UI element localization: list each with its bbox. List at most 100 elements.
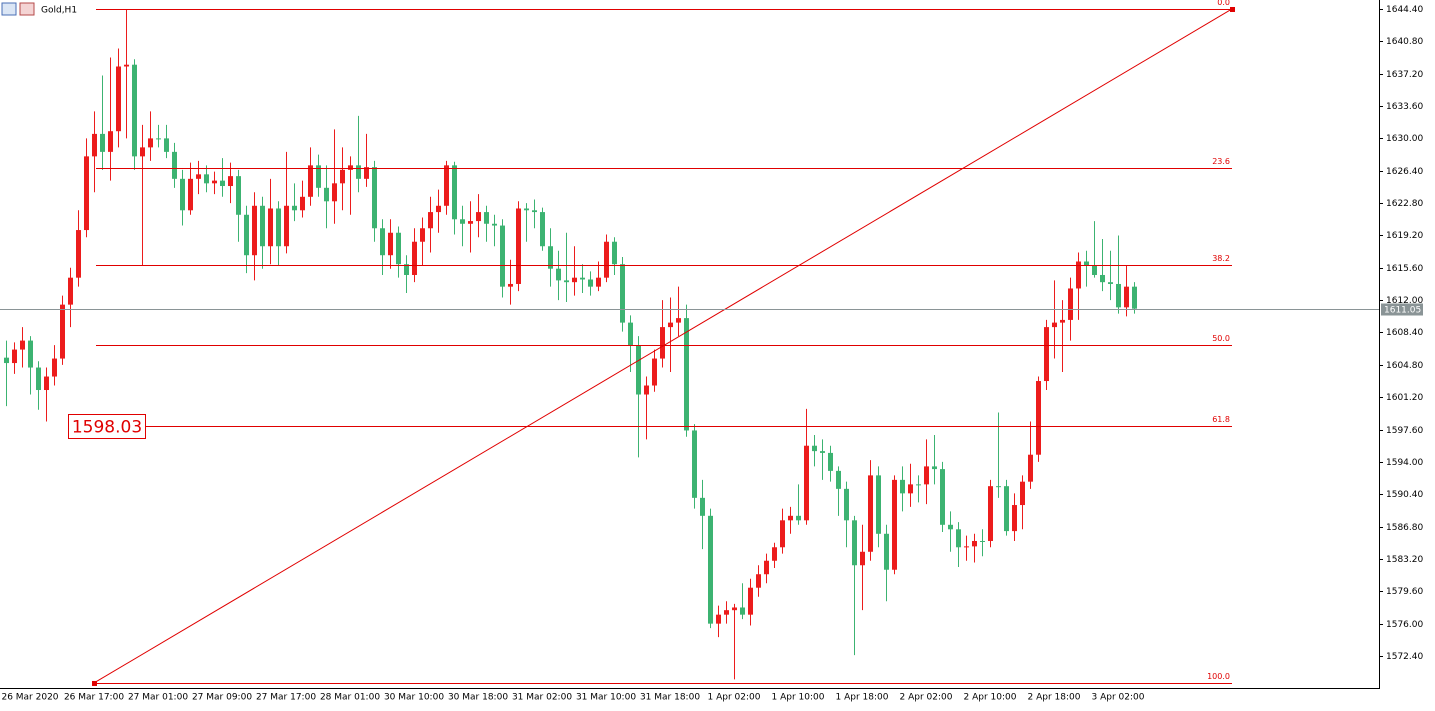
candle-body	[812, 445, 817, 452]
candle-body	[740, 607, 745, 615]
candle	[188, 162, 193, 215]
candle-body	[292, 205, 297, 211]
y-tick-label: 1590.40	[1386, 490, 1423, 500]
candle-body	[372, 167, 377, 229]
candle-body	[964, 546, 969, 548]
candle-body	[908, 484, 913, 494]
fib-level-label: 50.0	[1212, 334, 1230, 343]
candle	[500, 219, 505, 298]
y-tick-label: 1626.40	[1386, 167, 1423, 177]
candle-body	[348, 165, 353, 170]
candle-body	[436, 205, 441, 213]
candle-body	[140, 147, 145, 157]
candle-body	[748, 587, 753, 615]
candle-body	[172, 151, 177, 179]
candle-body	[92, 133, 97, 157]
candle	[660, 300, 665, 368]
x-tick-label: 31 Mar 10:00	[576, 693, 636, 703]
candle	[228, 162, 233, 204]
candle	[1012, 493, 1017, 541]
candle	[1028, 421, 1033, 489]
candle-body	[412, 241, 417, 275]
candle-body	[716, 614, 721, 624]
y-tick-label: 1640.80	[1386, 37, 1423, 47]
candle	[860, 524, 865, 611]
candle	[340, 147, 345, 211]
x-tick-label: 2 Apr 18:00	[1028, 693, 1081, 703]
candle-body	[924, 466, 929, 485]
candle	[28, 336, 33, 395]
candle-body	[268, 208, 273, 247]
candle	[260, 196, 265, 269]
candle-body	[884, 533, 889, 570]
candle	[972, 533, 977, 563]
candle-body	[844, 488, 849, 521]
candle	[172, 142, 177, 188]
candle-body	[1108, 282, 1113, 284]
candle	[780, 508, 785, 554]
candle-body	[132, 64, 137, 157]
candle	[356, 115, 361, 193]
candle	[548, 228, 553, 287]
y-tick-label: 1608.40	[1386, 328, 1423, 338]
candle-body	[156, 138, 161, 140]
candle	[412, 228, 417, 283]
candle-body	[276, 208, 281, 247]
candle	[956, 522, 961, 568]
candle	[436, 189, 441, 233]
candle-body	[68, 277, 73, 305]
candle	[1044, 319, 1049, 391]
icon	[1, 2, 17, 16]
candle-body	[212, 180, 217, 184]
candle-body	[900, 479, 905, 494]
candle	[132, 59, 137, 170]
candle	[156, 124, 161, 148]
candle	[476, 194, 481, 238]
candle	[324, 165, 329, 229]
y-tick-label: 1633.60	[1386, 102, 1423, 112]
candle-body	[44, 376, 49, 391]
candle-body	[100, 133, 105, 152]
candle-body	[468, 221, 473, 224]
y-tick-label: 1615.60	[1386, 264, 1423, 274]
candle	[684, 304, 689, 437]
candle-body	[260, 205, 265, 247]
icon	[19, 2, 35, 16]
candle-body	[388, 232, 393, 256]
fib-level-label: 100.0	[1207, 672, 1230, 681]
candle-body	[52, 358, 57, 377]
candle-body	[540, 212, 545, 247]
candle	[884, 524, 889, 602]
candle	[940, 461, 945, 532]
candle	[756, 565, 761, 597]
candle-body	[892, 479, 897, 570]
candle	[836, 466, 841, 516]
candle	[1132, 282, 1137, 314]
fib-level-label: 0.0	[1217, 0, 1230, 7]
candle-body	[820, 451, 825, 453]
candle	[460, 205, 465, 247]
candle	[1084, 250, 1089, 287]
candle	[796, 484, 801, 525]
candle-body	[124, 64, 129, 67]
candle-body	[948, 524, 953, 530]
candle-body	[204, 174, 209, 184]
candle	[52, 345, 57, 386]
x-tick-label: 2 Apr 10:00	[964, 693, 1017, 703]
candle	[908, 463, 913, 507]
x-tick-label: 1 Apr 18:00	[836, 693, 889, 703]
candle	[204, 165, 209, 193]
x-tick-label: 2 Apr 02:00	[900, 693, 953, 703]
x-tick-label: 26 Mar 2020	[1, 693, 58, 703]
candle	[612, 237, 617, 275]
candle	[772, 542, 777, 568]
candle	[1036, 376, 1041, 462]
candle-body	[996, 486, 1001, 488]
candle-body	[852, 520, 857, 566]
fib-level-label: 38.2	[1212, 254, 1230, 263]
candle-body	[700, 497, 705, 516]
candle	[484, 205, 489, 242]
candle	[36, 361, 41, 410]
candle	[524, 203, 529, 242]
